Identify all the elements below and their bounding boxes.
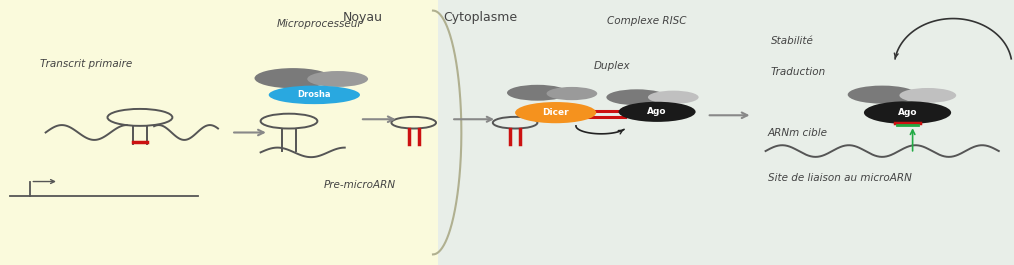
Text: Ago: Ago [897,108,918,117]
Text: Complexe RISC: Complexe RISC [607,16,686,26]
Text: Drosha: Drosha [297,90,332,99]
Text: Duplex: Duplex [594,61,631,71]
Ellipse shape [269,86,360,104]
Circle shape [507,85,568,101]
Text: Site de liaison au microARN: Site de liaison au microARN [768,173,912,183]
Circle shape [864,101,951,124]
Bar [438,0,1014,265]
Text: Stabilité: Stabilité [771,36,813,46]
Text: Ago: Ago [647,107,667,116]
Circle shape [255,68,332,88]
Bar [0,0,448,265]
Circle shape [848,86,917,104]
Circle shape [619,102,696,122]
Text: Cytoplasme: Cytoplasme [443,11,517,24]
Text: Pre-microARN: Pre-microARN [323,180,396,191]
Circle shape [899,88,956,103]
Text: Dicer: Dicer [542,108,569,117]
Text: Microprocesseur: Microprocesseur [277,19,362,29]
Circle shape [606,89,667,105]
Text: Traduction: Traduction [771,67,825,77]
Text: ARNm cible: ARNm cible [768,127,827,138]
Circle shape [307,71,368,87]
Circle shape [648,91,699,104]
Circle shape [515,102,596,123]
Text: Noyau: Noyau [343,11,382,24]
Circle shape [547,87,597,100]
Text: Transcrit primaire: Transcrit primaire [41,59,132,69]
